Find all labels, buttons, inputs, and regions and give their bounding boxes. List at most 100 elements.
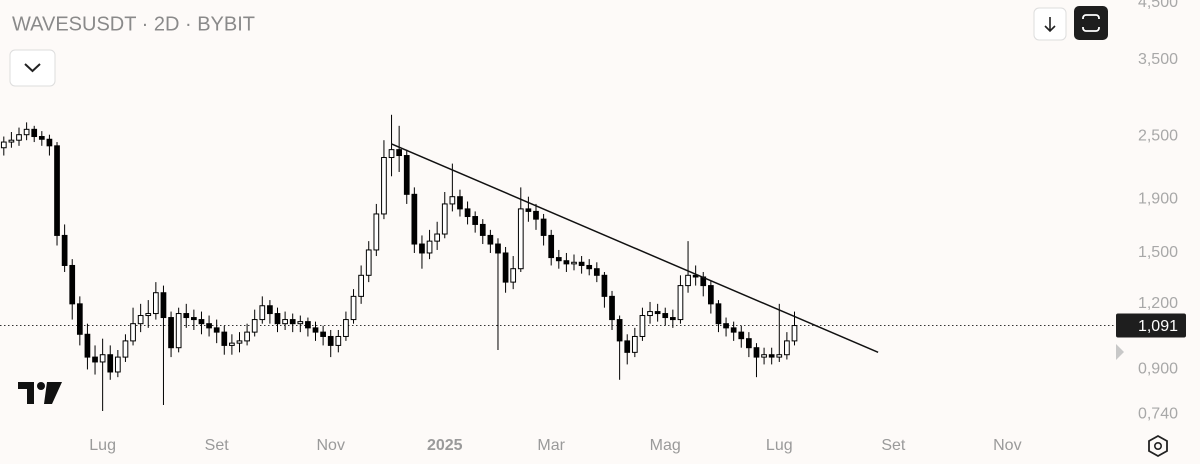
candle-body — [289, 319, 296, 325]
x-tick-label: Mag — [650, 437, 681, 454]
candle-body — [320, 331, 326, 337]
candle-body — [107, 354, 114, 373]
candle-body — [92, 356, 98, 363]
candle-body — [99, 354, 106, 363]
candle-body — [213, 327, 220, 333]
candle-body — [723, 323, 729, 329]
y-tick-label: 0,900 — [1138, 361, 1178, 378]
download-button[interactable] — [1033, 7, 1067, 41]
candle-body — [358, 274, 364, 297]
candle-body — [487, 234, 494, 245]
last-price-label: 1,091 — [1138, 318, 1178, 335]
candle-body — [525, 208, 532, 212]
candle-body — [168, 317, 174, 349]
candle-body — [517, 208, 524, 270]
candle-body — [631, 335, 638, 353]
candle-body — [267, 305, 273, 315]
candle-body — [768, 354, 775, 358]
trend-line — [391, 143, 879, 354]
candle-body — [251, 319, 258, 333]
candle-body — [441, 203, 448, 235]
candle-body — [548, 234, 555, 259]
candle-body — [586, 264, 593, 270]
candle-body — [647, 311, 653, 317]
candle-body — [510, 268, 517, 283]
candle-body — [495, 243, 501, 254]
candle-body — [160, 292, 167, 319]
candle-body — [761, 354, 767, 358]
y-tick-label: 1,200 — [1138, 295, 1178, 312]
candle-body — [206, 323, 212, 329]
candle-body — [692, 274, 699, 278]
candle-body — [327, 335, 334, 346]
candle-body — [426, 240, 433, 254]
y-tick-label: 3,500 — [1138, 51, 1178, 68]
candle-body — [746, 338, 752, 349]
candle-body — [114, 356, 121, 373]
x-tick-label: Lug — [89, 437, 116, 454]
candle-body — [533, 210, 539, 220]
candle-body — [229, 342, 235, 346]
candle-body — [259, 305, 266, 321]
last-price-badge — [1116, 313, 1186, 338]
candle-body — [175, 313, 182, 349]
candle-body — [403, 155, 410, 195]
candle-body — [609, 295, 615, 321]
candle-body — [784, 340, 790, 356]
y-tick-label: 2,500 — [1138, 128, 1178, 145]
candle-body — [191, 317, 197, 321]
candle-body — [753, 347, 760, 358]
candle-body — [419, 243, 425, 254]
x-tick-label: Lug — [766, 437, 793, 454]
candle-body — [137, 315, 144, 325]
x-tick-label: Nov — [993, 437, 1021, 454]
candle-body — [563, 260, 570, 265]
candle-body — [84, 333, 91, 358]
candle-body — [411, 193, 418, 245]
candle-body — [472, 216, 479, 225]
candle-body — [236, 340, 243, 344]
scale-handle[interactable] — [1116, 344, 1124, 360]
candle-body — [434, 233, 441, 242]
candle-body — [130, 323, 136, 342]
candle-body — [365, 249, 372, 276]
candle-body — [502, 252, 509, 283]
candle-body — [571, 261, 577, 265]
candle-body — [715, 303, 722, 325]
candle-body — [669, 317, 676, 321]
candle-body — [639, 315, 646, 337]
candle-body — [388, 149, 395, 159]
candle-body — [54, 145, 60, 236]
candle-body — [396, 149, 403, 157]
candle-body — [578, 261, 585, 266]
candle-body — [312, 327, 319, 333]
x-tick-label: Set — [205, 437, 230, 454]
candle-body — [69, 264, 76, 305]
candle-body — [76, 303, 83, 335]
candle-body — [274, 313, 281, 325]
candle-body — [373, 213, 380, 251]
candle-body — [343, 319, 349, 337]
fullscreen-button[interactable] — [1074, 6, 1108, 40]
x-tick-label: 2025 — [427, 437, 463, 454]
candle-body — [350, 295, 357, 321]
candle-body — [457, 196, 463, 210]
candle-body — [707, 285, 714, 305]
candle-body — [381, 157, 387, 215]
candle-body — [601, 274, 608, 297]
tradingview-logo — [18, 382, 62, 404]
settings-button[interactable] — [1148, 434, 1168, 458]
candle-body — [23, 128, 30, 136]
candle-body — [616, 319, 623, 342]
candle-body — [198, 319, 205, 325]
candle-body — [221, 331, 228, 346]
candle-body — [305, 321, 311, 329]
candle-body — [464, 208, 471, 218]
dropdown-button[interactable] — [9, 49, 56, 87]
y-tick-label: 1,500 — [1138, 244, 1178, 261]
candle-body — [0, 141, 7, 149]
candle-body — [8, 139, 15, 143]
x-tick-label: Nov — [316, 437, 344, 454]
